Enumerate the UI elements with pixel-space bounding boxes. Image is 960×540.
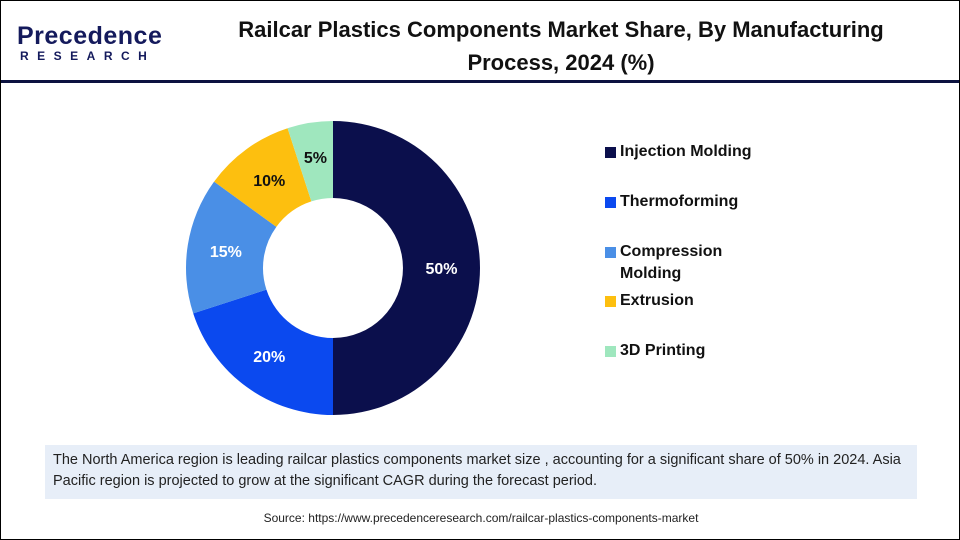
legend-label: Injection Molding [620,143,752,160]
slice-thermoforming [193,289,333,415]
legend-label: Compression Molding [620,243,723,282]
legend-label: Thermoforming [620,193,739,210]
data-label: 20% [253,349,285,366]
legend-swatch [605,247,616,258]
slice-injection-molding [333,121,480,415]
legend-swatch [605,197,616,208]
source-text: Source: https://www.precedenceresearch.c… [263,511,699,525]
logo: Precedence RESEARCH [17,22,163,63]
logo-line2: RESEARCH [20,49,156,63]
slice-3d-printing [287,121,333,202]
legend-swatch [605,296,616,307]
chart-title: Railcar Plastics Components Market Share… [238,17,884,75]
data-label: 10% [253,173,285,190]
footnote: The North America region is leading rail… [45,445,917,499]
donut-chart: 50% 20% 15% 10% 5% [186,121,480,415]
legend-label: Extrusion [620,292,694,309]
data-label: 50% [425,261,457,278]
header-divider [1,80,959,83]
data-label: 15% [210,244,242,261]
legend-label: 3D Printing [620,342,706,359]
data-label: 5% [304,150,327,167]
slice-compression-molding [186,181,277,314]
slice-extrusion [214,128,312,227]
legend-swatch [605,147,616,158]
logo-line1: Precedence [17,22,163,50]
legend-swatch [605,346,616,357]
